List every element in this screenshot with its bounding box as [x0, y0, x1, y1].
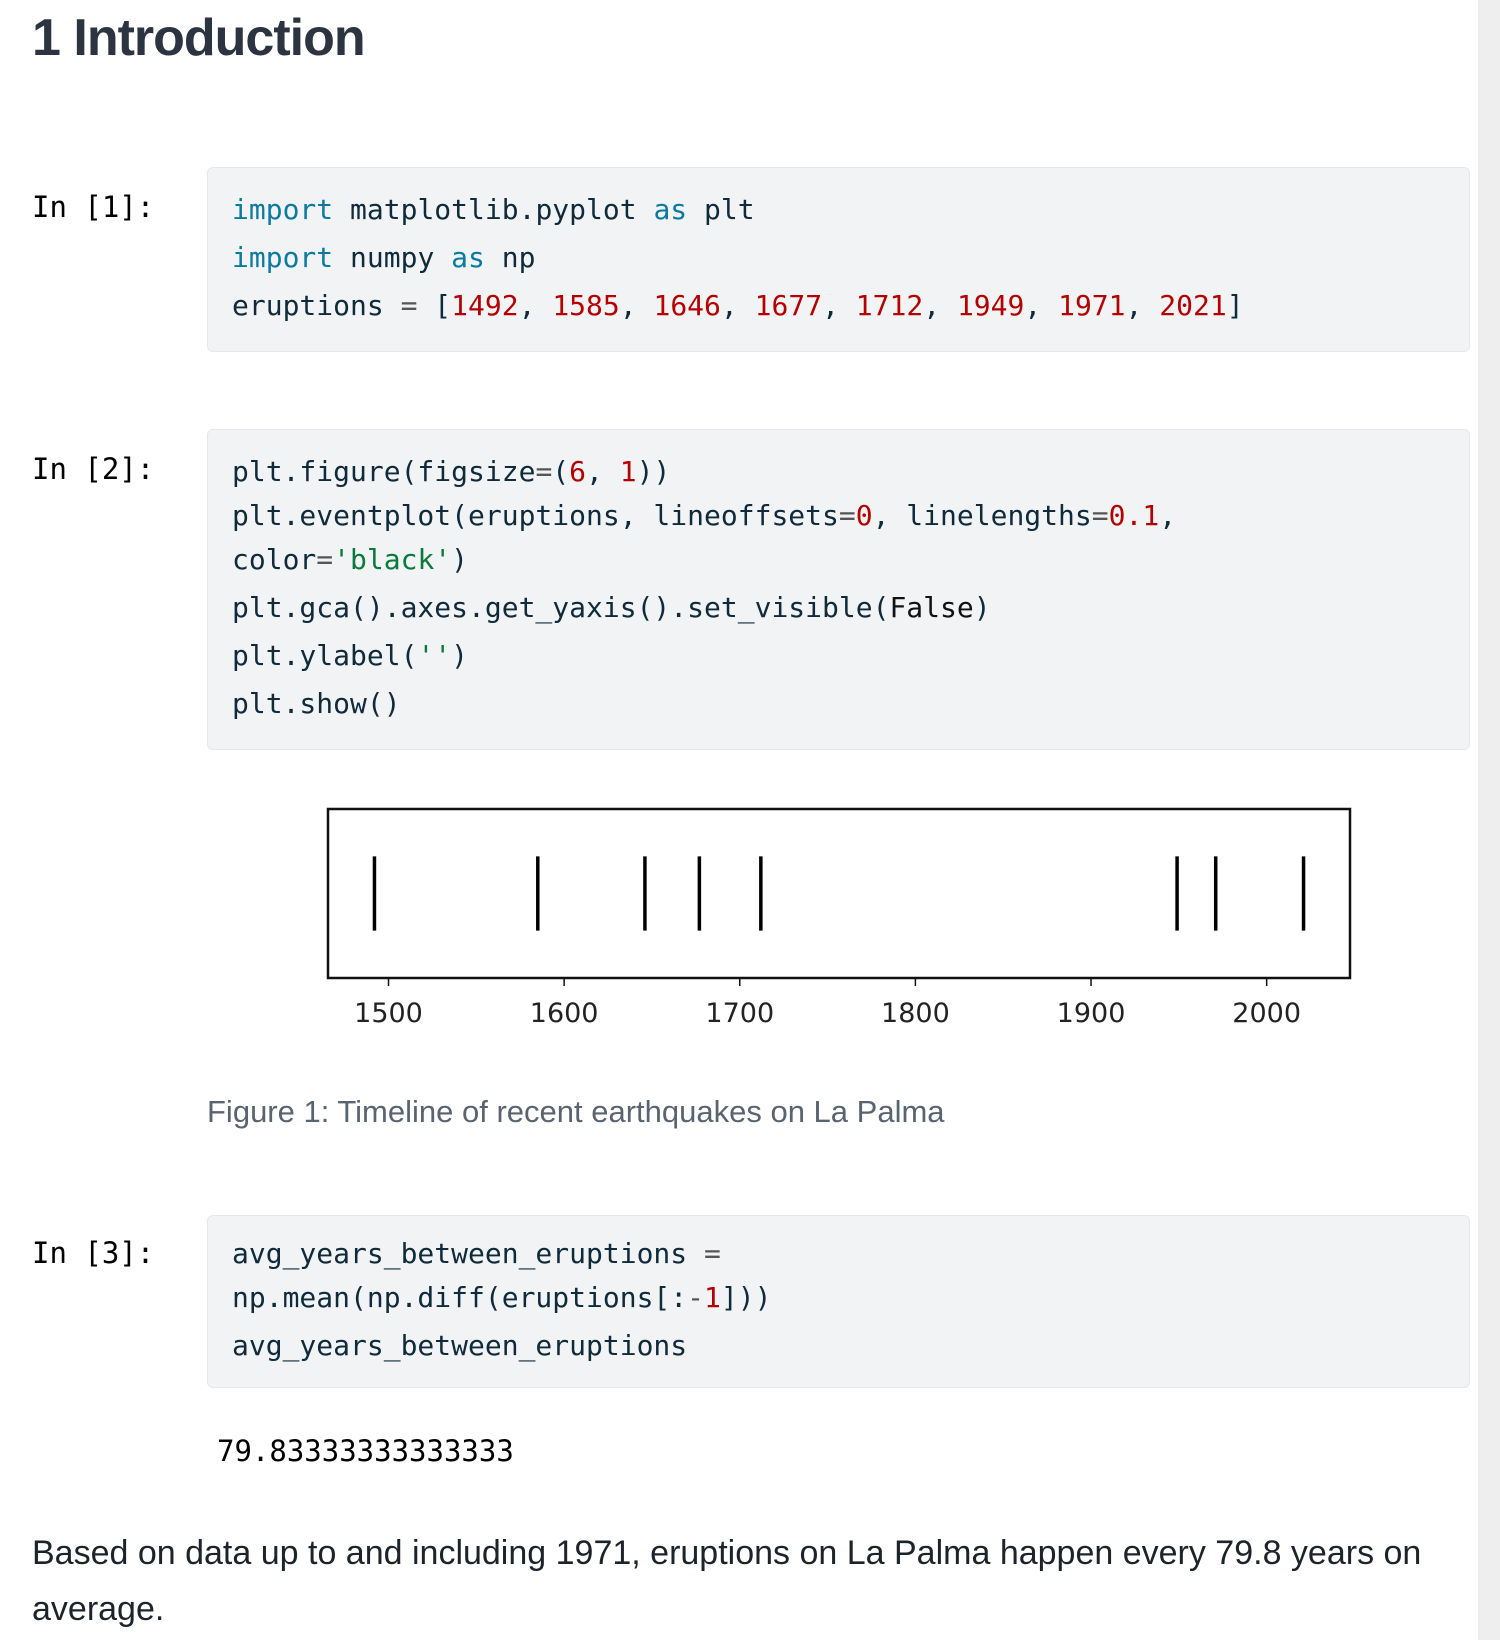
code-token: , — [1125, 289, 1160, 322]
code-token: plt.ylabel( — [232, 639, 418, 672]
x-tick-label: 1900 — [1057, 998, 1126, 1029]
code-token: = — [535, 455, 553, 488]
code-token: avg_years_between_eruptions — [232, 1329, 688, 1362]
code-token: ( — [552, 455, 570, 488]
x-tick-label: 1600 — [530, 998, 599, 1029]
code-line: plt.show() — [232, 680, 1445, 728]
code-token: = — [704, 1237, 721, 1270]
code-token: = — [400, 289, 418, 322]
code-token: import — [232, 193, 334, 226]
x-tick-label: 2000 — [1232, 998, 1301, 1029]
code-line: avg_years_between_eruptions = — [232, 1234, 1445, 1274]
code-token: = — [838, 499, 856, 532]
code-token: 'black' — [333, 543, 452, 576]
code-token: ])) — [720, 1281, 772, 1314]
code-token: 1949 — [956, 289, 1025, 322]
code-token: - — [687, 1281, 705, 1314]
code-token: plt.gca().axes.get_yaxis().set_visible( — [232, 591, 890, 624]
code-token: ] — [1226, 289, 1244, 322]
cell-3-prompt: In [3]: — [32, 1236, 155, 1270]
code-token: , — [1159, 499, 1177, 532]
code-token: 6 — [569, 455, 587, 488]
code-token: np — [484, 241, 536, 274]
code-token: , — [586, 455, 620, 488]
code-token: , — [518, 289, 553, 322]
code-token: )) — [636, 455, 671, 488]
code-token: ) — [451, 639, 469, 672]
code-token: avg_years_between_eruptions — [232, 1237, 705, 1270]
code-token: 1 — [619, 455, 637, 488]
code-token: plt.show() — [232, 687, 401, 720]
cell-2-prompt: In [2]: — [32, 452, 155, 486]
code-cell-1[interactable]: import matplotlib.pyplot as plt import nu… — [207, 167, 1470, 352]
code-line: import matplotlib.pyplot as plt — [232, 186, 1445, 234]
code-line: import numpy as np — [232, 234, 1445, 282]
x-tick-label: 1700 — [705, 998, 774, 1029]
code-token: plt — [687, 193, 755, 226]
code-token: ) — [973, 591, 991, 624]
code-line: plt.ylabel('') — [232, 632, 1445, 680]
code-token: ) — [451, 543, 469, 576]
code-token: 0.1 — [1108, 499, 1160, 532]
code-line: eruptions = [1492, 1585, 1646, 1677, 171… — [232, 282, 1445, 330]
code-token: '' — [417, 639, 452, 672]
cell-3-output: 79.83333333333333 — [217, 1434, 514, 1468]
code-token: import — [232, 241, 334, 274]
code-token: as — [451, 241, 485, 274]
code-token: , linelengths — [872, 499, 1092, 532]
code-line: plt.figure(figsize=(6, 1)) — [232, 448, 1445, 496]
figure-caption: Figure 1: Timeline of recent earthquakes… — [207, 1094, 945, 1129]
code-token: , — [1024, 289, 1059, 322]
code-token: numpy — [333, 241, 452, 274]
code-token: 1492 — [451, 289, 519, 322]
code-token: 1 — [704, 1281, 721, 1314]
code-token: , — [720, 289, 755, 322]
code-token: [ — [417, 289, 452, 322]
plot-frame — [326, 807, 1352, 980]
code-token: 2021 — [1159, 289, 1227, 322]
code-token: matplotlib.pyplot — [333, 193, 654, 226]
code-token: = — [1091, 499, 1109, 532]
code-cell-2[interactable]: plt.figure(figsize=(6, 1)) plt.eventplot(… — [207, 429, 1470, 750]
code-line: plt.gca().axes.get_yaxis().set_visible(F… — [232, 584, 1445, 632]
code-cell-3[interactable]: avg_years_between_eruptions = np.mean(np.… — [207, 1215, 1470, 1388]
code-line: color='black') — [232, 536, 1445, 584]
eventplot-chart: 1500 1600 1700 1800 1900 2000 — [326, 807, 1352, 1029]
code-token: eruptions — [232, 289, 401, 322]
code-token: 1712 — [855, 289, 924, 322]
code-token: plt.eventplot(eruptions, lineoffsets — [232, 499, 839, 532]
code-token: 1646 — [653, 289, 721, 322]
code-line: plt.eventplot(eruptions, lineoffsets=0, … — [232, 496, 1445, 536]
code-token: plt.figure(figsize — [232, 455, 536, 488]
code-token: , — [619, 289, 654, 322]
cell-1-prompt: In [1]: — [32, 190, 155, 224]
x-tick-label: 1500 — [354, 998, 423, 1029]
code-token: 1971 — [1058, 289, 1126, 322]
code-token: np.mean(np.diff(eruptions[: — [232, 1281, 688, 1314]
code-line: np.mean(np.diff(eruptions[:-1])) — [232, 1274, 1445, 1322]
code-token: 1677 — [754, 289, 823, 322]
section-heading: 1 Introduction — [32, 9, 366, 67]
code-token: = — [316, 543, 334, 576]
x-tick-label: 1800 — [881, 998, 950, 1029]
code-token: color — [232, 543, 317, 576]
code-token: , — [923, 289, 957, 322]
scrollbar[interactable] — [1478, 0, 1500, 1640]
code-token: 1585 — [552, 289, 620, 322]
paragraph: Based on data up to and including 1971, … — [32, 1534, 1422, 1628]
code-token: as — [653, 193, 688, 226]
code-token: 0 — [855, 499, 873, 532]
code-token: , — [822, 289, 856, 322]
code-token: False — [889, 591, 974, 624]
code-line: avg_years_between_eruptions — [232, 1322, 1445, 1370]
